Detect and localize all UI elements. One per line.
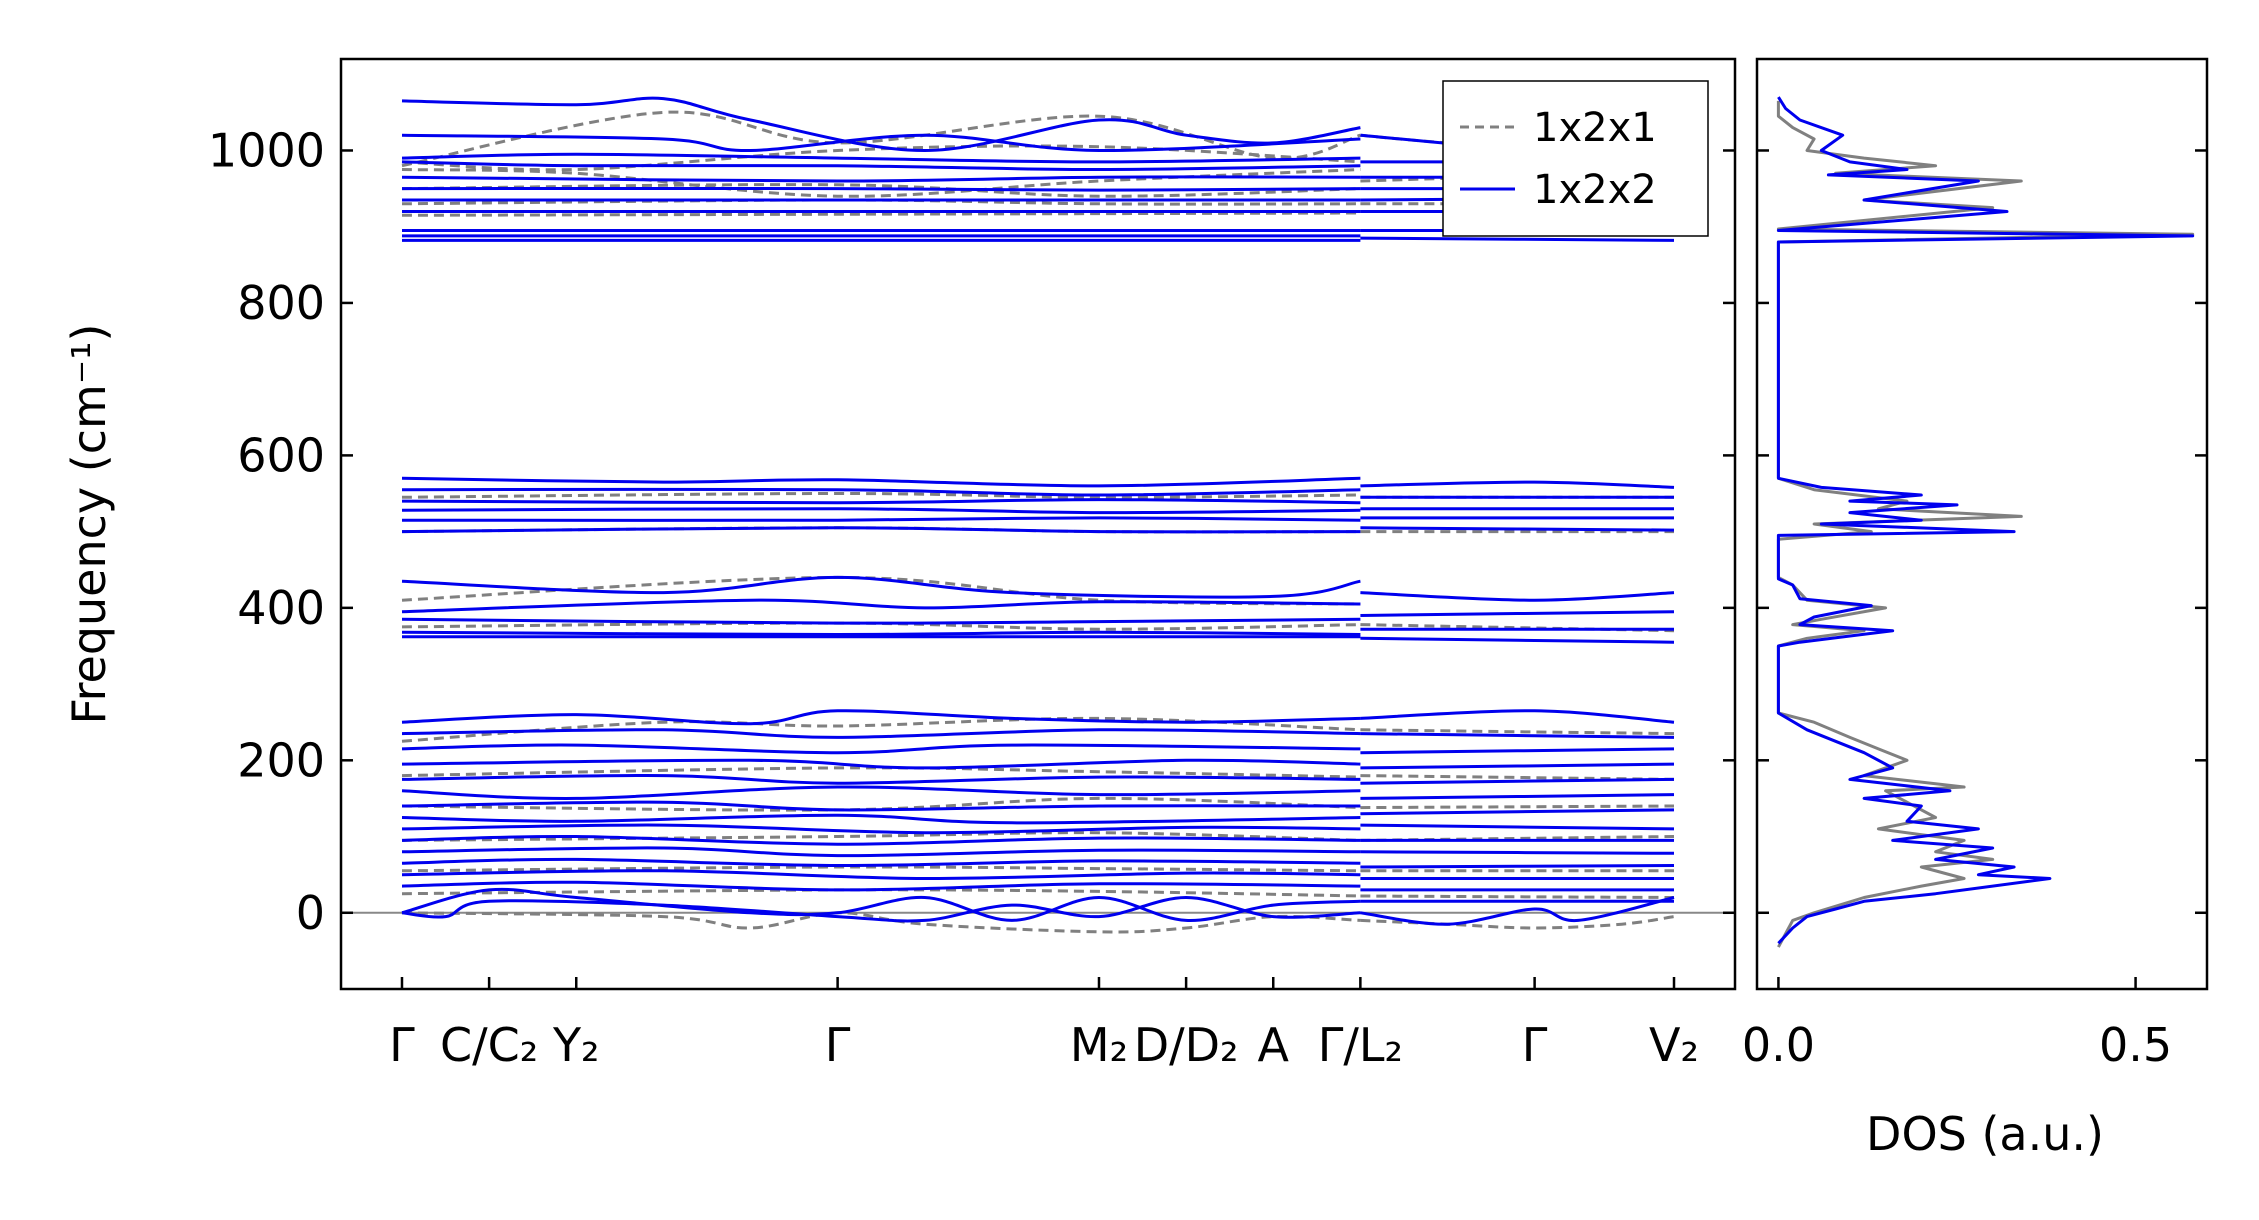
band-line (401, 887, 1361, 922)
legend-label-1x2x2: 1x2x2 (1533, 167, 1657, 213)
dos-axis-title: DOS (a.u.) (1866, 1107, 2104, 1161)
band-line (401, 709, 1361, 726)
band-line (401, 621, 1361, 631)
band-line (1360, 709, 1675, 724)
band-line (401, 716, 1361, 743)
band-line (401, 813, 1361, 825)
legend: 1x2x1 1x2x2 (1442, 80, 1709, 237)
k-point-label: D/D₂ (1134, 1018, 1239, 1072)
band-line (401, 487, 1361, 497)
band-lines (401, 96, 1675, 934)
y-tick-label: 1000 (208, 123, 325, 177)
k-point-label: Γ/L₂ (1318, 1018, 1403, 1072)
band-line (401, 743, 1361, 755)
y-tick-label: 600 (237, 428, 325, 482)
band-line (401, 175, 1361, 183)
k-point-label: V₂ (1649, 1018, 1699, 1072)
band-line (401, 211, 1361, 217)
band-line (1360, 526, 1675, 532)
legend-label-1x2x1: 1x2x1 (1533, 105, 1657, 151)
band-line (1360, 480, 1675, 489)
k-point-label: Γ (389, 1018, 415, 1072)
band-line (401, 476, 1361, 488)
band-line (401, 785, 1361, 800)
band-line (401, 857, 1361, 868)
band-line (401, 880, 1361, 892)
band-line (401, 575, 1361, 599)
main-y-ticks: 0 200 400 600 800 1000 (208, 123, 1735, 940)
band-line (1360, 762, 1675, 770)
band-line (1360, 591, 1675, 602)
band-line (401, 831, 1361, 842)
band-line (1360, 747, 1675, 755)
band-line (401, 160, 1361, 172)
y-tick-label: 200 (237, 733, 325, 787)
k-point-label: Y₂ (552, 1018, 600, 1072)
band-line (401, 895, 1361, 923)
band-line (401, 630, 1361, 637)
k-point-label: M₂ (1070, 1018, 1128, 1072)
dos-lines (1776, 96, 2195, 948)
band-line (401, 758, 1361, 770)
y-tick-label: 800 (237, 276, 325, 330)
k-point-label: A (1258, 1018, 1290, 1072)
band-line (401, 498, 1361, 505)
band-line (1360, 864, 1675, 869)
k-point-label: C/C₂ (440, 1018, 538, 1072)
band-line (1360, 610, 1675, 617)
band-line (1360, 793, 1675, 800)
band-line (401, 800, 1361, 812)
band-line (401, 186, 1361, 192)
band-line (401, 617, 1361, 625)
band-line (401, 110, 1361, 168)
k-point-label: Γ (1522, 1018, 1548, 1072)
band-line (401, 888, 1361, 898)
y-axis-title: Frequency (cm⁻¹) (62, 324, 116, 725)
band-line (401, 598, 1361, 614)
series-1x2x2 (401, 96, 1675, 926)
dos-y-ticks (1757, 149, 2207, 915)
dos-x-ticks: 0.0 0.5 (1742, 977, 2172, 1072)
band-line (401, 796, 1361, 812)
band-line (401, 507, 1361, 515)
band-line (1360, 896, 1675, 926)
dos-x-tick-label: 0.0 (1742, 1018, 1815, 1072)
main-axes-frame (339, 57, 1737, 991)
y-tick-label: 0 (296, 886, 325, 940)
dos-curve-1x2x2 (1776, 96, 2195, 945)
band-line (1360, 850, 1675, 855)
band-line (401, 834, 1361, 846)
dos-x-tick-label: 0.5 (2099, 1018, 2172, 1072)
band-line (401, 96, 1361, 153)
band-line (1360, 236, 1675, 242)
legend-box (1442, 80, 1709, 237)
main-x-ticks: Γ C/C₂ Y₂ Γ M₂ D/D₂ A Γ/L₂ Γ V₂ (389, 977, 1699, 1072)
y-tick-label: 400 (237, 581, 325, 635)
band-line (401, 728, 1361, 739)
band-line (401, 526, 1361, 534)
dos-axes-frame (1755, 57, 2209, 991)
band-line (1360, 808, 1675, 816)
band-line (1360, 823, 1675, 831)
band-line (401, 491, 1361, 499)
band-line (401, 152, 1361, 164)
band-line (401, 144, 1361, 172)
band-line (1360, 732, 1675, 739)
band-line (401, 168, 1361, 198)
band-line (401, 516, 1361, 522)
k-point-label: Γ (825, 1018, 851, 1072)
band-line (401, 823, 1361, 835)
band-line (401, 865, 1361, 873)
band-line (401, 774, 1361, 785)
band-line (401, 911, 1361, 934)
band-line (401, 869, 1361, 881)
band-line (1360, 777, 1675, 785)
band-line (401, 133, 1361, 153)
band-line (1360, 636, 1675, 644)
band-line (401, 846, 1361, 858)
